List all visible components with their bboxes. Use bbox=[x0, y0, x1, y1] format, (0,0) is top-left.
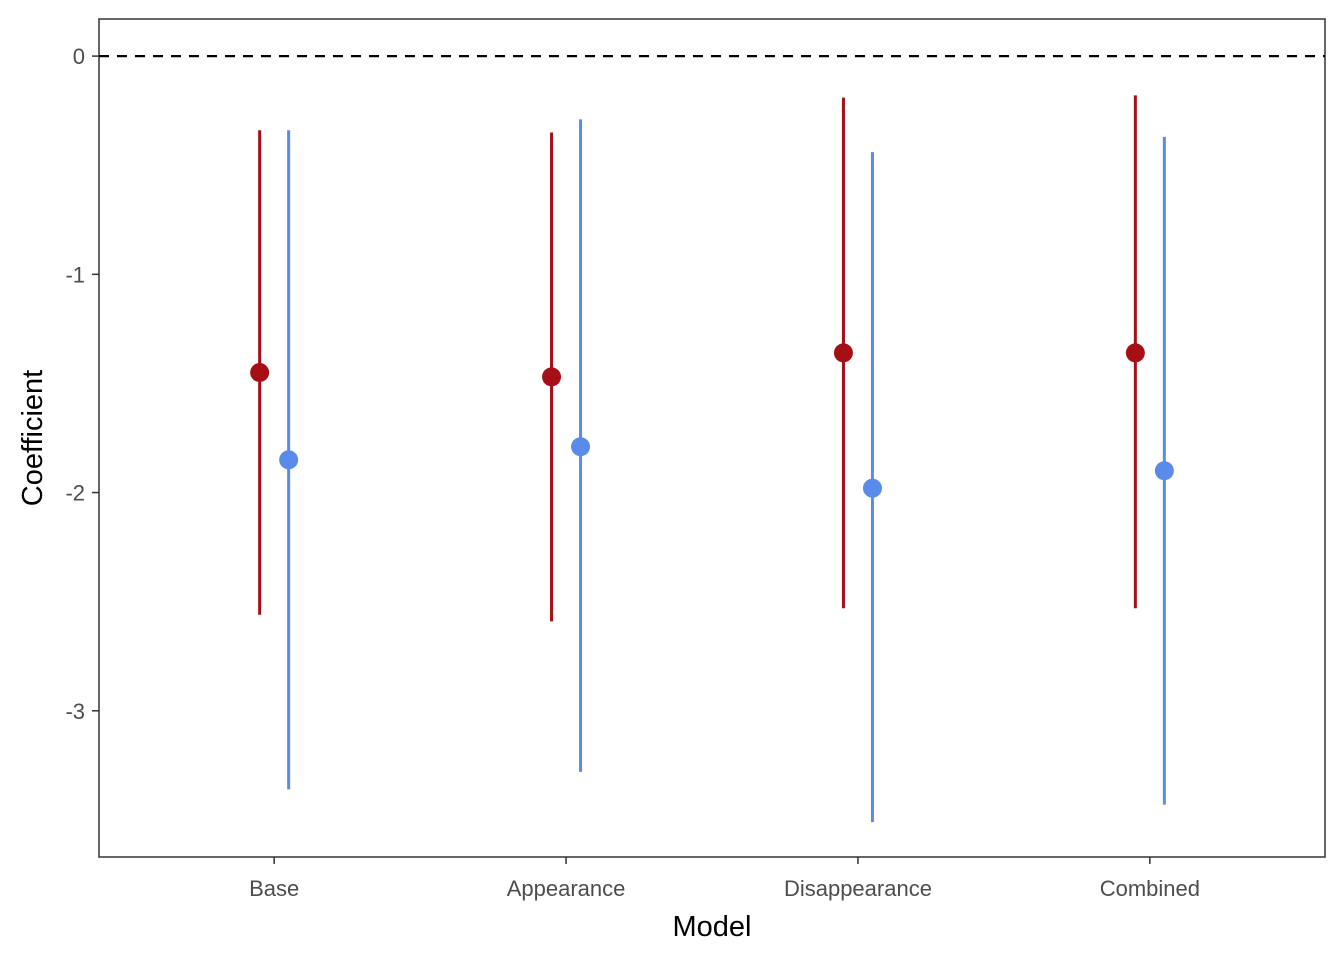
y-axis-title: Coefficient bbox=[17, 370, 49, 507]
estimate-point bbox=[279, 450, 299, 470]
plot-panel bbox=[98, 18, 1326, 858]
estimate-point bbox=[833, 343, 853, 363]
x-tick-label: Appearance bbox=[507, 876, 626, 901]
y-tick-label: -2 bbox=[65, 481, 85, 506]
estimate-point bbox=[1154, 461, 1174, 481]
x-axis-title: Model bbox=[673, 911, 752, 943]
estimate-point bbox=[1125, 343, 1145, 363]
x-tick-label: Combined bbox=[1100, 876, 1200, 901]
x-tick-label: Base bbox=[249, 876, 299, 901]
estimate-point bbox=[250, 363, 270, 383]
estimate-point bbox=[542, 367, 562, 387]
estimate-point bbox=[862, 478, 882, 498]
y-tick-label: 0 bbox=[73, 44, 85, 69]
estimate-point bbox=[571, 437, 591, 457]
y-tick-label: -3 bbox=[65, 699, 85, 724]
y-tick-label: -1 bbox=[65, 262, 85, 287]
x-tick-label: Disappearance bbox=[784, 876, 932, 901]
